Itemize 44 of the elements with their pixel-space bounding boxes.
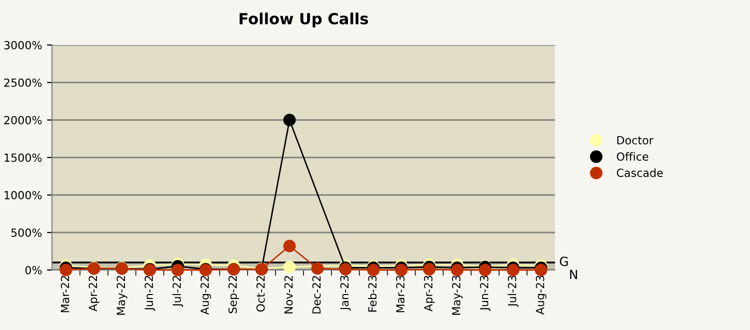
x-tick-label: Oct-22	[256, 276, 265, 312]
point	[172, 264, 184, 276]
x-tick-label: Jun-22	[144, 276, 156, 311]
x-tick-label: Jul-23	[508, 276, 518, 307]
x-tick-label: Mar-22	[60, 276, 70, 312]
point	[283, 260, 296, 274]
y-tick-label: 1500%	[4, 153, 42, 162]
x-tick-label: Apr-23	[424, 276, 435, 312]
point	[60, 264, 72, 276]
x-tick-label: Mar-23	[396, 276, 405, 312]
point	[283, 240, 296, 252]
legend-label: Doctor	[617, 136, 654, 144]
y-tick-label: 1000%	[4, 190, 42, 200]
x-tick-label: Jun-23	[480, 276, 490, 311]
point	[311, 262, 324, 275]
x-tick-label: Feb-23	[368, 276, 377, 312]
legend-label: Office	[616, 152, 648, 161]
point	[478, 264, 492, 276]
point	[450, 264, 464, 276]
x-tick-label: Jul-22	[172, 276, 184, 307]
x-tick-label: Sep-22	[228, 276, 240, 314]
ref-line-label: N	[570, 270, 578, 280]
x-tick-label: Jan-23	[340, 276, 351, 311]
y-tick-label: 0%	[25, 266, 42, 274]
x-tick-label: May-23	[452, 276, 463, 315]
x-tick-label: Aug-23	[536, 276, 546, 315]
y-tick-label: 500%	[11, 228, 42, 237]
x-tick-label: Aug-22	[200, 276, 212, 315]
point	[534, 264, 548, 276]
x-tick-label: Nov-22	[284, 276, 293, 314]
y-tick-label: 2000%	[4, 116, 42, 124]
x-tick-label: Apr-22	[88, 276, 100, 312]
point	[283, 114, 296, 126]
point	[395, 264, 408, 276]
point	[506, 264, 520, 276]
point	[367, 264, 380, 276]
x-tick-label: Dec-22	[312, 276, 321, 314]
chart-title: Follow Up Calls	[240, 12, 368, 28]
point	[423, 263, 436, 276]
legend-label: Cascade	[616, 168, 663, 178]
ref-line-label: G	[560, 256, 568, 266]
y-tick-label: 3000%	[4, 40, 42, 50]
x-tick-label: May-22	[116, 276, 128, 315]
y-tick-label: 2500%	[4, 78, 42, 87]
